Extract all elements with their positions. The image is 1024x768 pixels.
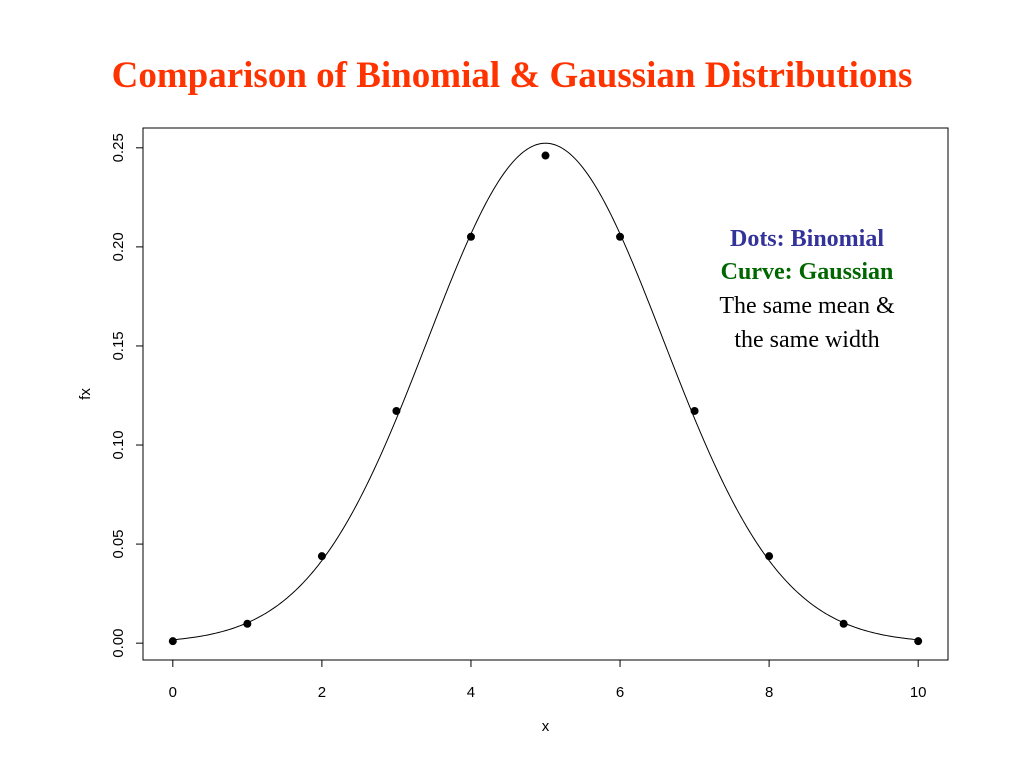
- slide-title: Comparison of Binomial & Gaussian Distri…: [111, 55, 913, 96]
- plot-frame: [142, 127, 949, 661]
- binomial-point: [466, 232, 475, 241]
- binomial-point: [616, 232, 625, 241]
- y-tick-label: 0.25: [110, 133, 127, 162]
- gaussian-curve-layer: [172, 142, 919, 641]
- x-tick-label: 2: [318, 684, 326, 701]
- x-tick-label: 6: [616, 684, 624, 701]
- x-tick-label: 4: [467, 684, 475, 701]
- binomial-point: [317, 552, 326, 561]
- axes: 0 2 4 6 8 10 x 0.00 0.05 0.10 0.15 0.20 0.25 fx: [77, 133, 927, 735]
- binomial-point: [690, 406, 699, 415]
- y-tick-label: 0.00: [110, 629, 127, 658]
- binomial-point: [765, 552, 774, 561]
- y-tick-label: 0.10: [110, 430, 127, 459]
- binomial-point: [914, 637, 923, 646]
- annotation-line-gaussian: Curve: Gaussian: [721, 259, 894, 285]
- gaussian-curve: [172, 142, 919, 641]
- x-tick-label: 0: [169, 684, 177, 701]
- y-tick-label: 0.05: [110, 529, 127, 558]
- y-tick-label: 0.15: [110, 331, 127, 360]
- binomial-point: [243, 619, 252, 628]
- binomial-point: [392, 406, 401, 415]
- annotation-line-binomial: Dots: Binomial: [730, 226, 884, 252]
- annotation-line-width: the same width: [734, 327, 879, 353]
- binomial-point: [168, 637, 177, 646]
- binomial-points-layer: [168, 151, 923, 646]
- x-axis-label: x: [542, 718, 550, 735]
- binomial-point: [839, 619, 848, 628]
- x-tick-label: 10: [910, 684, 927, 701]
- y-tick-label: 0.20: [110, 232, 127, 261]
- binomial-point: [541, 151, 550, 160]
- y-axis-label: fx: [77, 388, 94, 400]
- annotation-line-mean: The same mean &: [719, 293, 895, 319]
- x-tick-label: 8: [765, 684, 773, 701]
